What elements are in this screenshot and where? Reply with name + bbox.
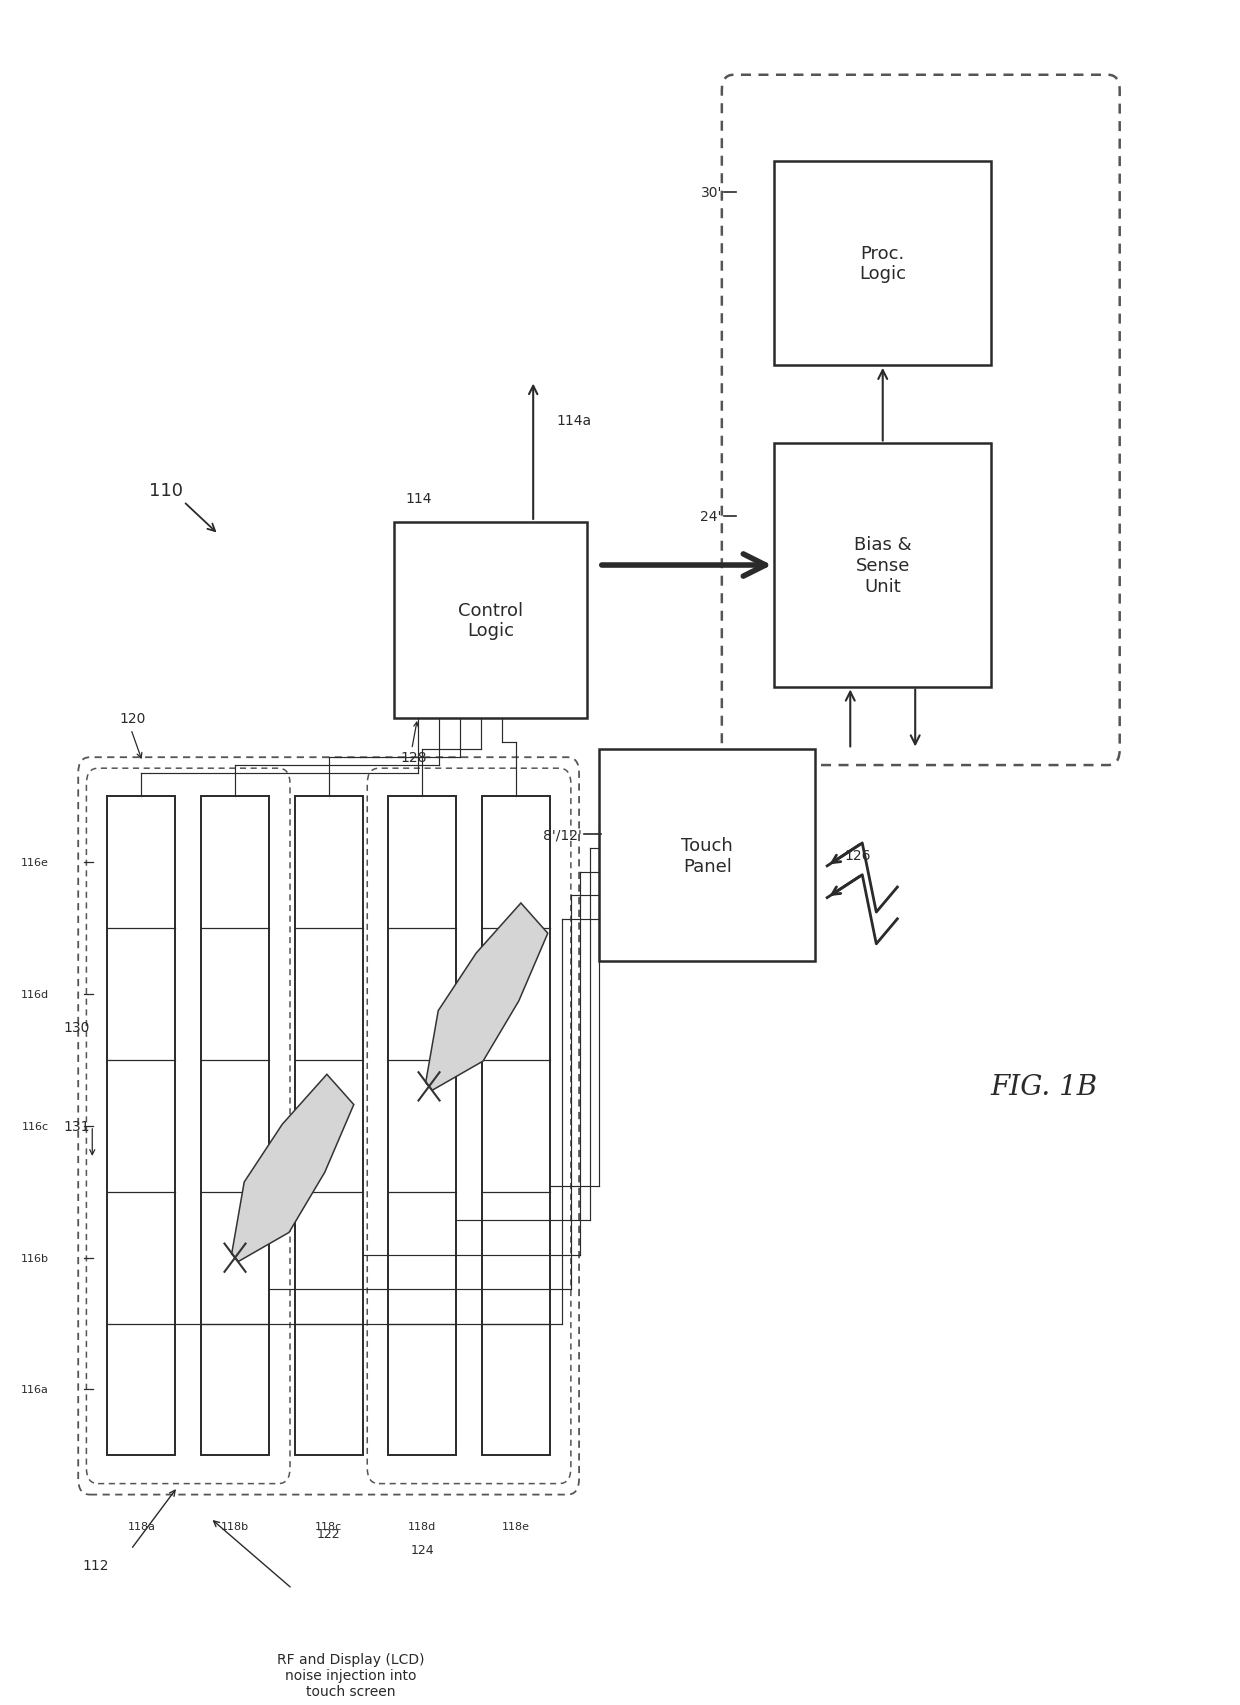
FancyBboxPatch shape bbox=[367, 769, 570, 1483]
Polygon shape bbox=[232, 1074, 353, 1262]
Text: Touch
Panel: Touch Panel bbox=[681, 837, 733, 875]
Text: 118d: 118d bbox=[408, 1521, 436, 1531]
Text: 118b: 118b bbox=[221, 1521, 249, 1531]
FancyBboxPatch shape bbox=[87, 769, 290, 1483]
FancyBboxPatch shape bbox=[78, 757, 579, 1495]
Text: 126: 126 bbox=[844, 849, 872, 863]
Text: 24': 24' bbox=[701, 510, 722, 523]
Text: 122: 122 bbox=[317, 1528, 341, 1540]
Text: 116c: 116c bbox=[22, 1122, 48, 1130]
Text: 116e: 116e bbox=[21, 858, 48, 868]
Text: 132: 132 bbox=[304, 1110, 330, 1124]
FancyBboxPatch shape bbox=[599, 750, 816, 962]
FancyBboxPatch shape bbox=[394, 522, 588, 718]
Text: 114: 114 bbox=[405, 493, 433, 506]
Text: 128: 128 bbox=[401, 750, 427, 766]
Text: Control
Logic: Control Logic bbox=[458, 602, 523, 639]
Text: Bias &
Sense
Unit: Bias & Sense Unit bbox=[854, 535, 911, 595]
FancyBboxPatch shape bbox=[388, 796, 456, 1456]
Text: Proc.
Logic: Proc. Logic bbox=[859, 244, 906, 283]
Text: 120: 120 bbox=[119, 711, 145, 726]
Text: 118e: 118e bbox=[502, 1521, 529, 1531]
Text: 131: 131 bbox=[63, 1118, 91, 1134]
Text: 110: 110 bbox=[149, 483, 184, 500]
FancyBboxPatch shape bbox=[108, 796, 175, 1456]
Text: FIG. 1B: FIG. 1B bbox=[990, 1074, 1097, 1100]
Text: 114a: 114a bbox=[557, 414, 591, 428]
Text: 133: 133 bbox=[486, 946, 512, 960]
Text: RF and Display (LCD)
noise injection into
touch screen: RF and Display (LCD) noise injection int… bbox=[277, 1652, 424, 1698]
Text: 116a: 116a bbox=[21, 1384, 48, 1395]
FancyBboxPatch shape bbox=[482, 796, 549, 1456]
Text: 116b: 116b bbox=[21, 1253, 48, 1263]
FancyBboxPatch shape bbox=[722, 75, 1120, 766]
FancyBboxPatch shape bbox=[295, 796, 362, 1456]
Text: 124: 124 bbox=[410, 1543, 434, 1557]
Text: 8'/12': 8'/12' bbox=[543, 827, 582, 842]
Text: 112: 112 bbox=[83, 1558, 109, 1572]
Text: 118a: 118a bbox=[128, 1521, 155, 1531]
Text: 130: 130 bbox=[63, 1021, 91, 1035]
Polygon shape bbox=[425, 904, 548, 1091]
Text: 118c: 118c bbox=[315, 1521, 342, 1531]
FancyBboxPatch shape bbox=[775, 445, 991, 687]
Text: 30': 30' bbox=[701, 186, 722, 199]
FancyBboxPatch shape bbox=[775, 162, 991, 367]
Text: 116d: 116d bbox=[21, 989, 48, 999]
FancyBboxPatch shape bbox=[201, 796, 269, 1456]
